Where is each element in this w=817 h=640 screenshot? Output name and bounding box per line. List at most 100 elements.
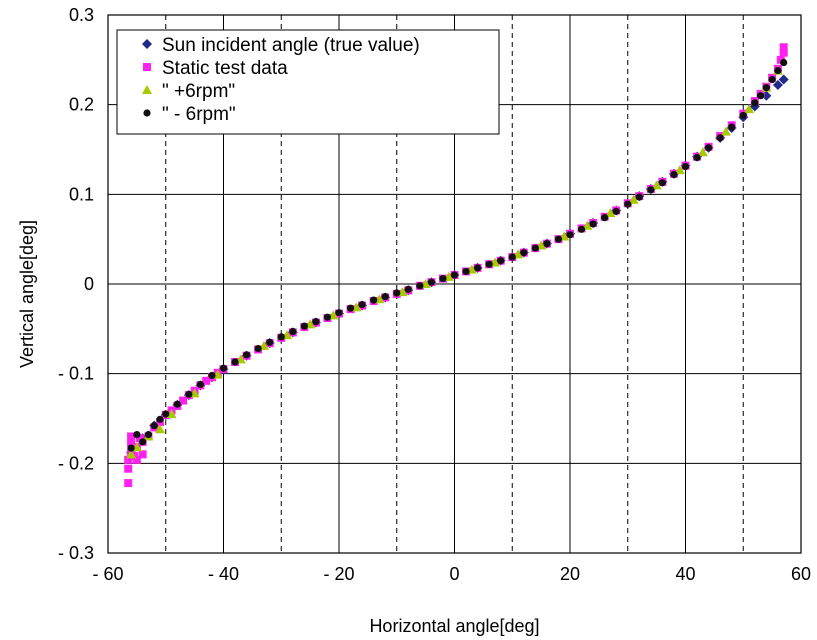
- data-point: [762, 84, 770, 92]
- data-point: [219, 364, 228, 372]
- data-point: [612, 207, 620, 215]
- data-point: [751, 99, 759, 107]
- data-point: [670, 171, 678, 179]
- legend-marker: [142, 85, 152, 94]
- legend-marker: [142, 39, 152, 49]
- data-point: [772, 79, 783, 90]
- y-tick-label: - 0.3: [58, 543, 94, 563]
- data-point: [543, 240, 551, 248]
- data-point: [624, 200, 632, 208]
- data-point: [582, 220, 593, 230]
- data-point: [450, 271, 459, 279]
- y-tick-label: - 0.1: [58, 364, 94, 384]
- data-point: [179, 396, 188, 405]
- x-tick-label: - 20: [323, 564, 354, 584]
- data-point: [124, 464, 133, 473]
- y-tick-label: 0: [84, 274, 94, 294]
- data-point: [393, 289, 401, 297]
- legend-marker: [143, 63, 151, 71]
- data-point: [697, 147, 708, 157]
- data-point: [462, 267, 470, 276]
- data-point: [323, 313, 332, 321]
- data-point: [705, 144, 713, 152]
- data-point: [254, 344, 262, 353]
- data-point: [358, 301, 366, 309]
- legend-label: Sun incident angle (true value): [162, 35, 420, 56]
- data-points: [124, 43, 789, 488]
- data-point: [404, 285, 412, 293]
- data-point: [756, 92, 765, 100]
- y-axis-ticks: - 0.3 - 0.2 - 0.1 0 0.1 0.2 0.3: [58, 5, 94, 563]
- data-point: [196, 380, 204, 389]
- data-point: [139, 438, 147, 446]
- data-point: [346, 304, 355, 312]
- legend-entry: Sun incident angle (true value): [142, 35, 420, 56]
- legend-entry: " - 6rpm": [143, 104, 236, 125]
- legend: Sun incident angle (true value)Static te…: [116, 29, 500, 135]
- data-point: [566, 231, 574, 239]
- data-point: [312, 318, 320, 326]
- data-point: [427, 278, 435, 286]
- data-point: [693, 153, 701, 162]
- data-point: [577, 225, 586, 233]
- data-point: [601, 214, 609, 222]
- data-point: [166, 409, 177, 419]
- data-point: [589, 220, 597, 228]
- legend-box: [116, 29, 500, 135]
- data-point: [774, 66, 782, 75]
- data-point: [381, 292, 389, 301]
- legend-label: Static test data: [162, 58, 288, 79]
- data-point: [132, 455, 141, 464]
- data-point: [779, 48, 788, 57]
- plot-border: [107, 14, 802, 554]
- data-point: [681, 162, 690, 171]
- data-point: [150, 422, 158, 430]
- data-point: [202, 376, 211, 385]
- data-point: [531, 244, 539, 252]
- y-tick-label: 0.1: [69, 184, 94, 204]
- data-point: [674, 165, 685, 175]
- series-circle: [127, 58, 788, 452]
- data-point: [739, 111, 747, 120]
- data-point: [266, 338, 274, 346]
- x-tick-label: 40: [675, 564, 695, 584]
- data-point: [658, 179, 667, 187]
- data-point: [127, 439, 136, 448]
- data-point: [138, 450, 147, 459]
- data-point: [508, 253, 516, 261]
- y-tick-label: - 0.2: [58, 453, 94, 473]
- data-point: [768, 75, 776, 84]
- y-tick-label: 0.3: [69, 5, 94, 25]
- data-point: [474, 264, 482, 272]
- data-point: [776, 55, 785, 64]
- data-point: [133, 431, 141, 439]
- data-point: [277, 333, 285, 341]
- data-point: [779, 43, 788, 52]
- data-point: [289, 327, 297, 336]
- data-point: [156, 415, 164, 423]
- data-point: [185, 390, 193, 398]
- y-axis-title: Vertical angle[deg]: [17, 220, 37, 368]
- data-point: [520, 249, 528, 257]
- data-point: [780, 58, 788, 67]
- data-point: [635, 193, 643, 201]
- x-tick-label: - 60: [92, 564, 123, 584]
- legend-entry: " +6rpm": [142, 81, 235, 102]
- data-point: [370, 296, 378, 304]
- data-point: [716, 134, 724, 142]
- x-tick-label: 20: [560, 564, 580, 584]
- data-point: [728, 123, 736, 131]
- data-point: [651, 180, 662, 190]
- x-tick-label: - 40: [208, 564, 239, 584]
- data-point: [124, 479, 133, 488]
- data-point: [173, 400, 181, 408]
- data-point: [154, 424, 165, 434]
- legend-label: " +6rpm": [162, 81, 235, 102]
- data-point: [605, 208, 616, 218]
- data-point: [439, 275, 447, 283]
- data-point: [647, 186, 655, 194]
- x-tick-label: 0: [449, 564, 459, 584]
- data-point: [231, 358, 239, 366]
- x-tick-label: 60: [791, 564, 811, 584]
